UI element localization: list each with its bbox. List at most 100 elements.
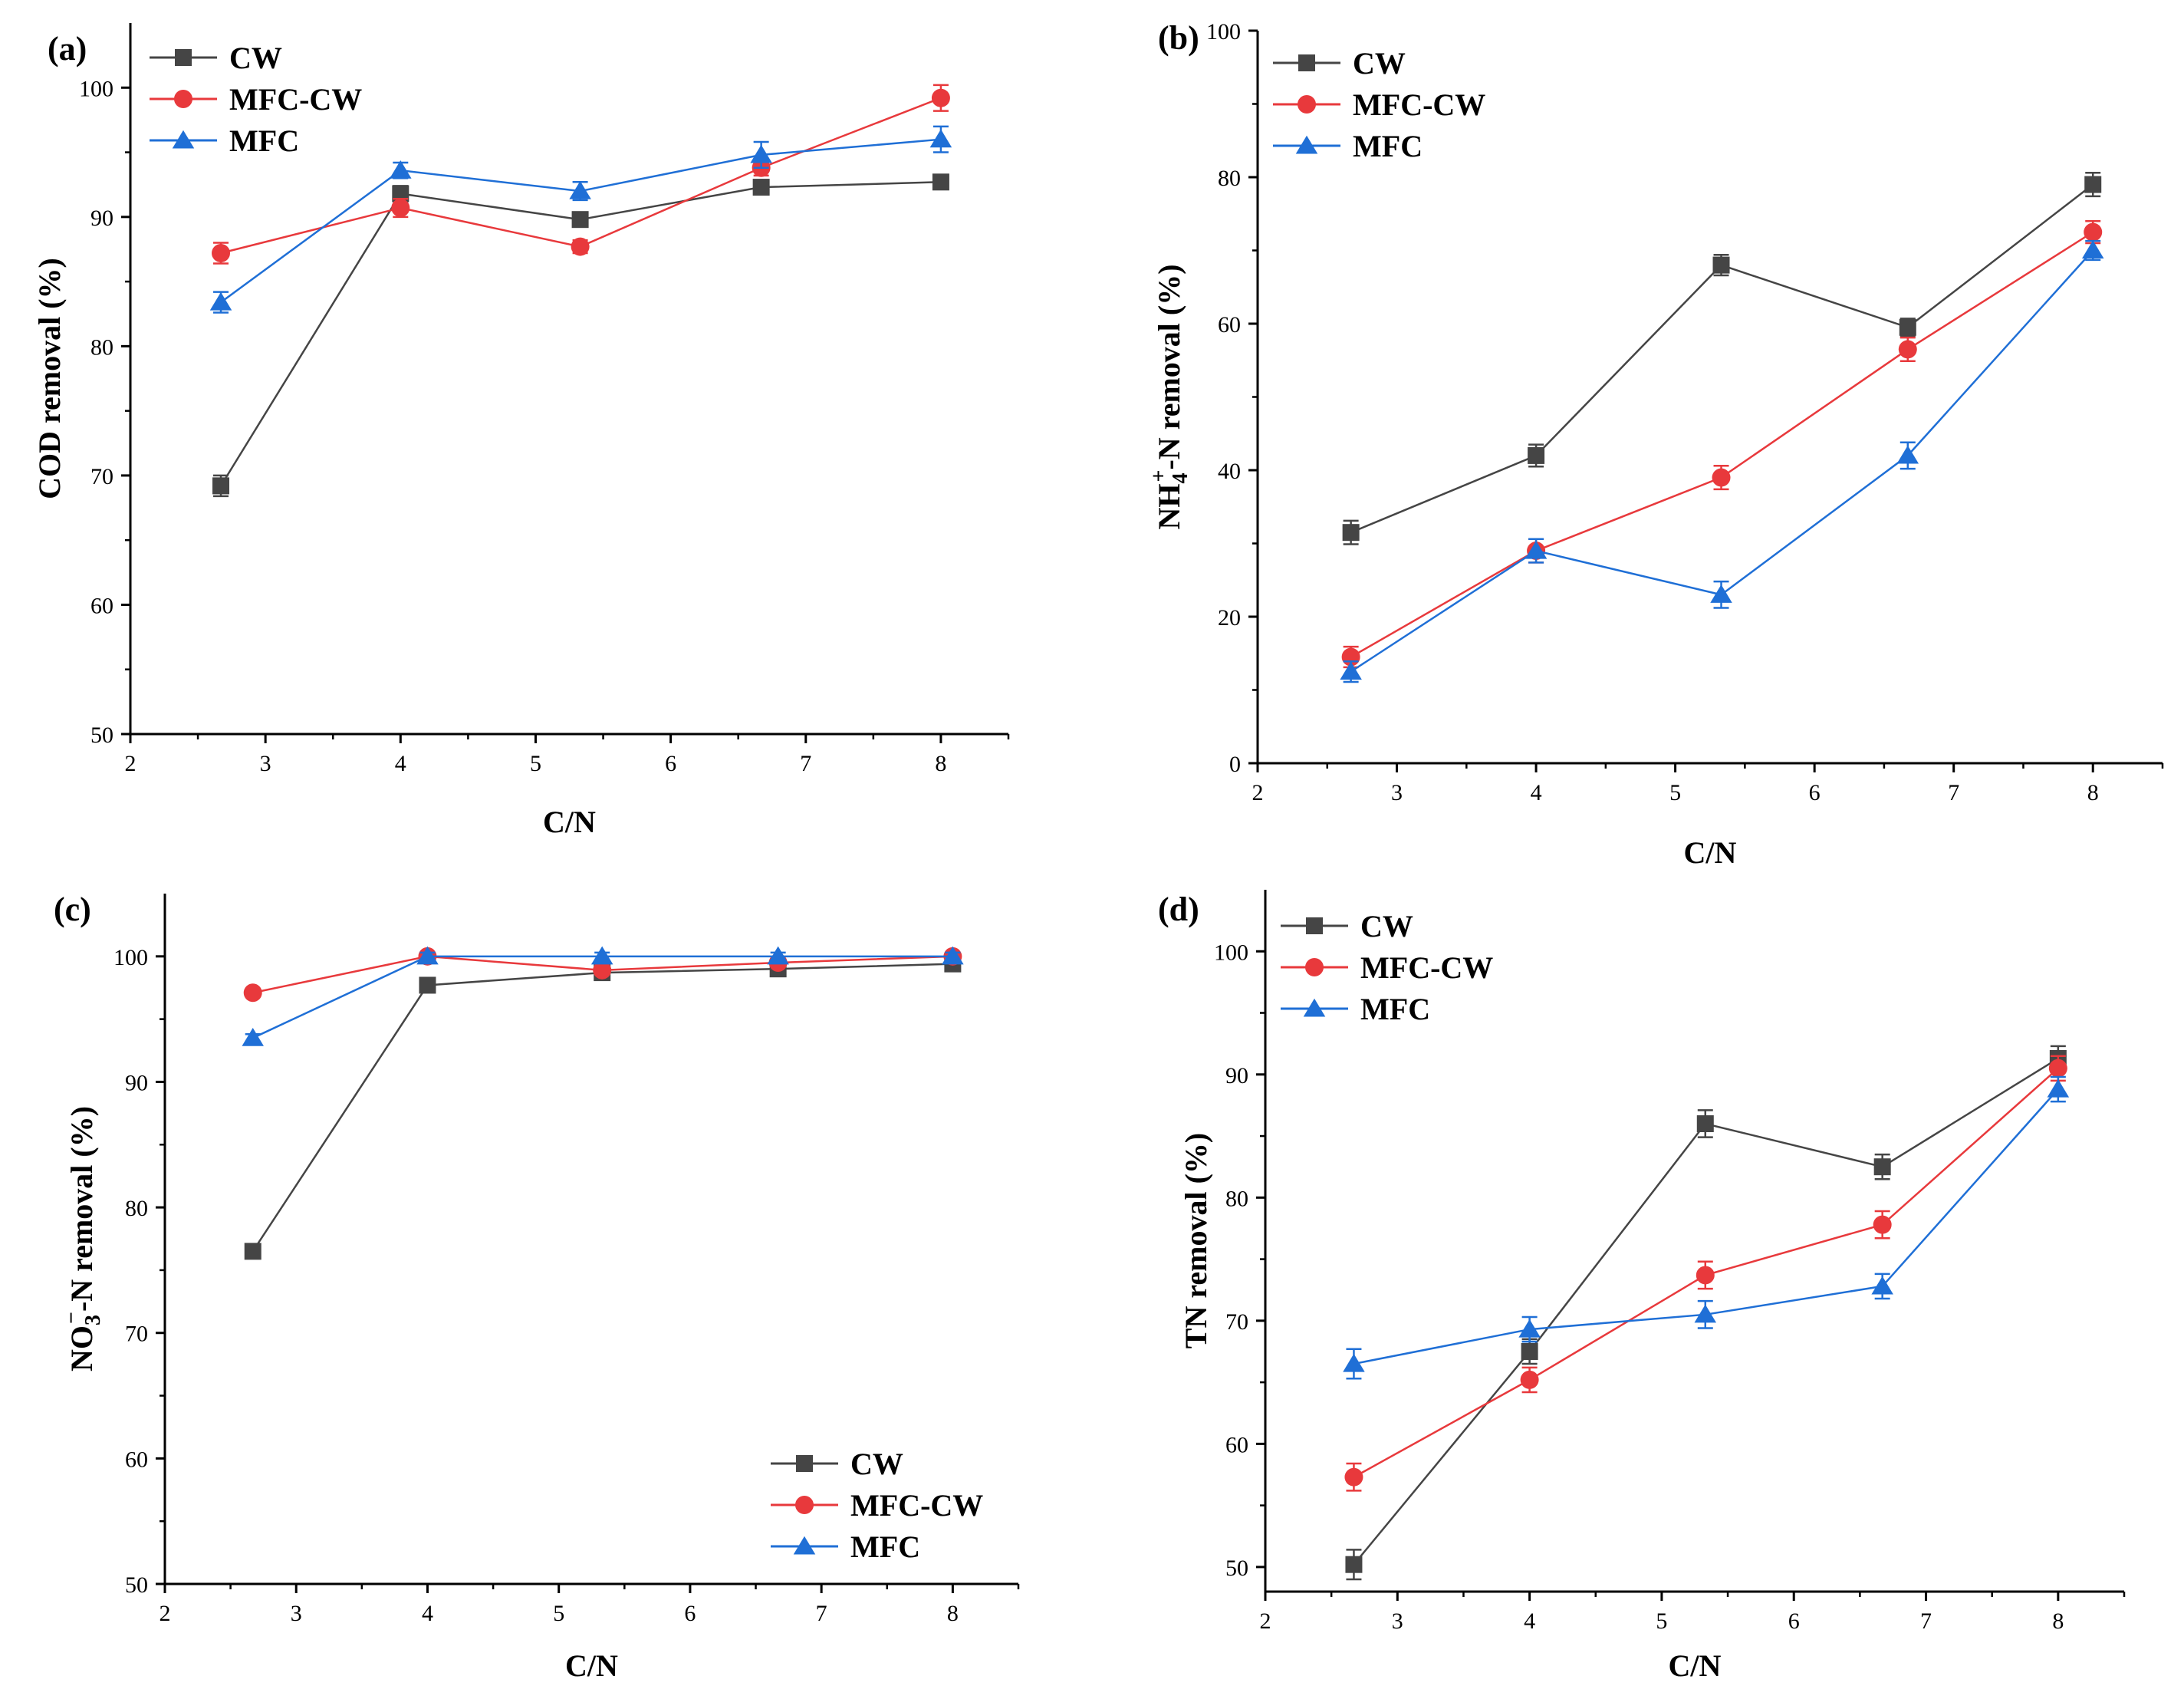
y-tick-label: 100 — [1206, 19, 1241, 44]
legend: CW MFC-CW MFC — [1273, 46, 1485, 163]
legend-marker — [1298, 54, 1315, 71]
legend-label: MFC — [229, 123, 299, 158]
x-tick-label: 4 — [1531, 780, 1542, 805]
x-tick-label: 2 — [1252, 780, 1264, 805]
y-tick-label: 100 — [79, 76, 113, 101]
y-tick-label: 60 — [1225, 1432, 1248, 1457]
y-tick-label: 50 — [90, 723, 113, 748]
y-tick-label: 100 — [1214, 940, 1248, 965]
y-tick-label: 20 — [1218, 605, 1241, 631]
legend: CW MFC-CW MFC — [1281, 909, 1493, 1026]
x-tick-label: 2 — [1260, 1608, 1271, 1634]
x-tick-label: 7 — [1948, 780, 1959, 805]
panel-label: (c) — [54, 891, 91, 928]
data-point — [1896, 445, 1919, 464]
legend-label: MFC — [850, 1529, 920, 1564]
data-point — [1712, 256, 1730, 274]
legend-marker — [1306, 917, 1323, 934]
x-tick-label: 2 — [160, 1601, 171, 1626]
legend-label: MFC-CW — [1353, 87, 1485, 122]
series-cw — [1342, 172, 2102, 545]
data-point — [242, 1027, 264, 1046]
data-point — [1340, 661, 1362, 680]
data-point — [767, 946, 789, 965]
data-point — [390, 160, 412, 179]
data-point — [1525, 540, 1548, 559]
y-tick-label: 50 — [125, 1572, 148, 1598]
legend: CW MFC-CW MFC — [771, 1447, 983, 1564]
legend-label: CW — [1360, 909, 1413, 943]
legend-label: CW — [850, 1447, 903, 1481]
y-tick-label: 90 — [90, 206, 113, 231]
data-point — [244, 1243, 261, 1260]
series-mfc — [1343, 1075, 2070, 1380]
y-axis-label-rest: -N removal (%) — [1152, 264, 1186, 469]
x-tick-label: 6 — [665, 751, 676, 776]
x-tick-label: 6 — [1788, 1608, 1800, 1634]
x-tick-label: 5 — [553, 1601, 564, 1626]
y-tick-label: 100 — [113, 945, 148, 970]
x-tick-label: 8 — [935, 751, 946, 776]
x-tick-label: 6 — [684, 1601, 696, 1626]
legend-marker — [1295, 135, 1318, 154]
panel-label: (b) — [1158, 19, 1199, 57]
x-axis-label: C/N — [565, 1648, 618, 1683]
panel-label: (d) — [1158, 891, 1199, 928]
data-point — [243, 983, 262, 1003]
x-tick-label: 3 — [291, 1601, 302, 1626]
data-point — [1518, 1319, 1541, 1338]
series-cw — [212, 173, 949, 498]
data-point — [1696, 1266, 1715, 1285]
data-point — [2081, 240, 2104, 259]
data-point — [569, 180, 591, 199]
x-tick-label: 8 — [2052, 1608, 2064, 1634]
x-tick-label: 8 — [947, 1601, 959, 1626]
data-point — [2048, 1059, 2067, 1078]
legend-marker — [175, 49, 192, 66]
x-tick-label: 3 — [1392, 1608, 1403, 1634]
legend-label: CW — [229, 41, 282, 75]
y-tick-label: 40 — [1218, 459, 1241, 484]
legend-label: MFC-CW — [1360, 950, 1493, 985]
x-tick-label: 5 — [1669, 780, 1681, 805]
legend-label: CW — [1353, 46, 1406, 81]
data-point — [593, 960, 612, 980]
chart-panel-1: 2 3 4 5 6 7 8 50 60 70 80 90 100 (a) C/N COD removal (%… — [32, 23, 1010, 839]
data-point — [1873, 1158, 1891, 1176]
series-mfc — [1340, 239, 2104, 683]
data-point — [1696, 1115, 1714, 1132]
legend-marker — [1305, 958, 1324, 976]
y-tick-label: 80 — [1225, 1186, 1248, 1211]
data-point — [416, 946, 439, 965]
y-tick-label: 60 — [90, 593, 113, 618]
y-axis-label-main: NO — [64, 1325, 99, 1371]
legend-label: MFC — [1360, 992, 1430, 1026]
series-cw — [1345, 1045, 2067, 1581]
data-point — [391, 199, 410, 218]
legend-label: MFC-CW — [229, 82, 362, 117]
x-tick-label: 7 — [1920, 1608, 1932, 1634]
y-tick-label: 80 — [125, 1196, 148, 1221]
y-tick-label: 0 — [1229, 752, 1241, 777]
y-axis-label-sup: − — [60, 1312, 84, 1324]
x-tick-label: 5 — [1656, 1608, 1667, 1634]
y-tick-label: 80 — [90, 334, 113, 360]
y-axis-label-sup: + — [1147, 470, 1171, 482]
y-axis-label-main: NH — [1152, 484, 1186, 530]
x-tick-label: 4 — [422, 1601, 433, 1626]
series-mfc-cw — [212, 84, 950, 265]
data-point — [209, 291, 232, 311]
data-point — [1712, 468, 1731, 487]
data-point — [571, 237, 590, 256]
data-point — [752, 179, 770, 196]
data-point — [1898, 340, 1917, 359]
y-axis-label: TN removal (%) — [1179, 1133, 1213, 1348]
data-point — [929, 129, 952, 148]
y-tick-label: 70 — [90, 464, 113, 489]
data-point — [212, 244, 231, 263]
data-point — [1710, 584, 1732, 603]
legend-marker — [1298, 95, 1316, 114]
y-axis-label: NH4+-N removal (%) — [1147, 264, 1192, 529]
